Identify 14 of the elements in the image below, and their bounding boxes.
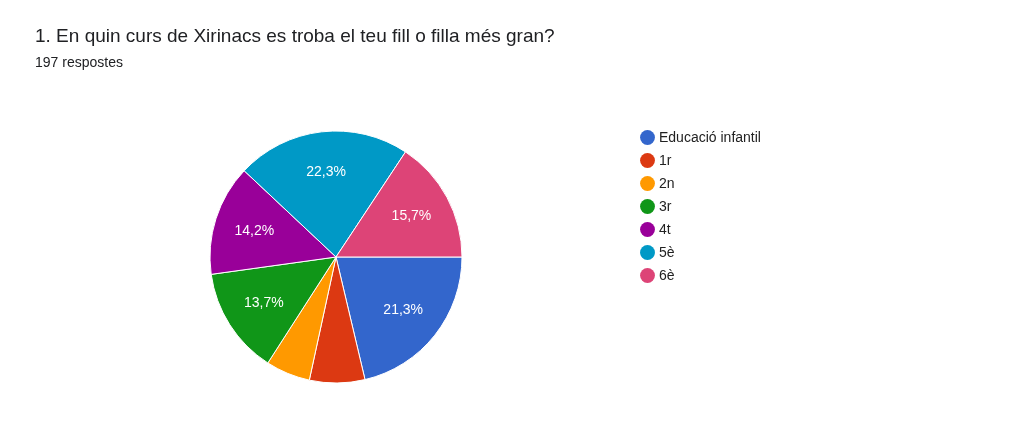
legend-label: 4t (659, 220, 671, 237)
data-label: 22,3% (306, 162, 346, 179)
text: 197 respostes (35, 54, 123, 70)
data-label: 15,7% (391, 207, 432, 224)
data-label: 21,3% (383, 301, 424, 318)
data-label: 14,2% (234, 222, 275, 239)
legend-label: 3r (659, 197, 672, 214)
legend-label: Educació infantil (659, 128, 761, 145)
legend-label: 1r (659, 151, 672, 168)
data-label: 13,7% (243, 294, 284, 311)
legend-label: 5è (659, 243, 675, 260)
legend-label: 2n (659, 174, 675, 191)
legend-label: 6è (659, 266, 675, 283)
chart-title: 1. En quin curs de Xirinacs es troba el teu fill o filla més gran? (35, 25, 555, 46)
